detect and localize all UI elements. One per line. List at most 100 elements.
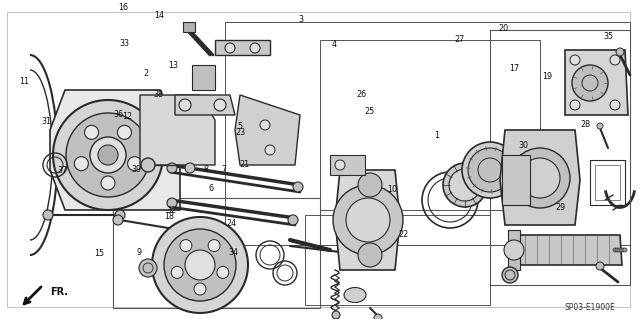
Circle shape [449, 169, 481, 201]
Text: 7: 7 [221, 165, 227, 174]
Polygon shape [192, 65, 215, 90]
Text: 5: 5 [237, 122, 243, 130]
Text: 35: 35 [603, 32, 613, 41]
Text: 21: 21 [239, 160, 250, 169]
Text: 3: 3 [298, 15, 303, 24]
Circle shape [113, 215, 123, 225]
Polygon shape [183, 22, 195, 32]
Circle shape [619, 248, 623, 252]
Circle shape [616, 48, 624, 56]
Circle shape [374, 314, 382, 319]
Text: 1: 1 [434, 131, 439, 140]
Text: 24: 24 [227, 219, 237, 228]
Circle shape [115, 210, 125, 220]
Circle shape [332, 311, 340, 319]
Ellipse shape [520, 137, 560, 173]
Text: 10: 10 [387, 185, 397, 194]
Circle shape [185, 250, 215, 280]
Text: 9: 9 [137, 248, 142, 256]
Circle shape [127, 157, 141, 171]
Circle shape [468, 148, 512, 192]
Circle shape [520, 158, 560, 198]
Circle shape [613, 248, 617, 252]
Ellipse shape [526, 143, 554, 167]
Circle shape [358, 173, 382, 197]
Polygon shape [50, 90, 180, 210]
Circle shape [98, 145, 118, 165]
Text: 11: 11 [19, 77, 29, 86]
Polygon shape [215, 40, 270, 55]
Text: 37: 37 [58, 166, 68, 175]
Circle shape [53, 100, 163, 210]
Circle shape [84, 125, 99, 139]
Polygon shape [508, 230, 520, 270]
Text: SP03-E1900E: SP03-E1900E [564, 303, 616, 313]
Text: 12: 12 [122, 112, 132, 121]
Text: 17: 17 [509, 64, 519, 73]
Text: 19: 19 [542, 72, 552, 81]
Circle shape [293, 182, 303, 192]
Text: 2: 2 [143, 69, 148, 78]
Text: 4: 4 [332, 40, 337, 49]
Text: 28: 28 [580, 120, 591, 129]
Circle shape [141, 158, 155, 172]
Text: 13: 13 [168, 61, 178, 70]
Polygon shape [175, 95, 235, 115]
Text: 16: 16 [118, 3, 129, 11]
Text: 30: 30 [518, 141, 529, 150]
Circle shape [265, 145, 275, 155]
Circle shape [66, 113, 150, 197]
Circle shape [164, 229, 236, 301]
Polygon shape [140, 95, 215, 165]
Circle shape [358, 243, 382, 267]
Circle shape [194, 283, 206, 295]
Circle shape [288, 215, 298, 225]
Text: 8: 8 [204, 165, 209, 174]
Circle shape [572, 65, 608, 101]
Circle shape [462, 142, 518, 198]
Circle shape [90, 137, 126, 173]
Polygon shape [235, 95, 300, 165]
Circle shape [570, 55, 580, 65]
Circle shape [597, 123, 603, 129]
Circle shape [610, 100, 620, 110]
Circle shape [570, 100, 580, 110]
Circle shape [555, 145, 561, 151]
Text: 29: 29 [555, 203, 565, 212]
Circle shape [443, 163, 487, 207]
Text: 18: 18 [164, 212, 175, 221]
Circle shape [171, 266, 183, 278]
Circle shape [346, 198, 390, 242]
Circle shape [152, 217, 248, 313]
Text: 23: 23 [236, 128, 246, 137]
Text: 25: 25 [365, 107, 375, 116]
Circle shape [596, 262, 604, 270]
Circle shape [610, 55, 620, 65]
Circle shape [225, 43, 235, 53]
Circle shape [615, 248, 619, 252]
Circle shape [504, 240, 524, 260]
Text: 33: 33 [120, 39, 130, 48]
Polygon shape [330, 155, 365, 175]
Circle shape [621, 248, 625, 252]
Circle shape [185, 163, 195, 173]
Ellipse shape [344, 287, 366, 302]
Circle shape [43, 210, 53, 220]
Circle shape [250, 43, 260, 53]
Text: 20: 20 [499, 24, 509, 33]
Circle shape [207, 232, 217, 242]
Text: 38: 38 [154, 90, 164, 99]
Circle shape [167, 198, 177, 208]
Circle shape [617, 248, 621, 252]
Circle shape [335, 160, 345, 170]
Circle shape [217, 266, 229, 278]
Circle shape [623, 248, 627, 252]
Circle shape [260, 120, 270, 130]
Text: FR.: FR. [50, 287, 68, 297]
Circle shape [139, 259, 157, 277]
Polygon shape [335, 170, 400, 270]
Circle shape [333, 185, 403, 255]
Text: 34: 34 [228, 248, 239, 256]
Circle shape [179, 99, 191, 111]
Circle shape [118, 125, 131, 139]
